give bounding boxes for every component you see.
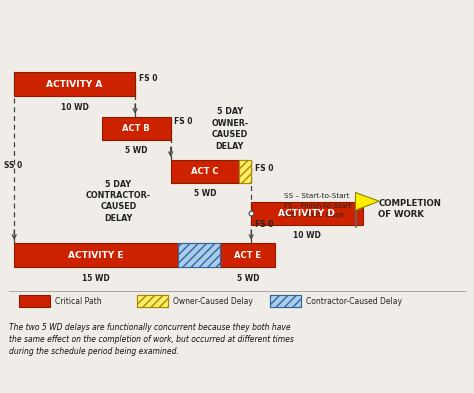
Text: FS – Finish-to-Start: FS – Finish-to-Start	[284, 203, 352, 209]
Bar	[220, 243, 275, 267]
Bar	[270, 295, 301, 307]
Bar	[239, 160, 251, 183]
Bar	[137, 295, 168, 307]
Text: Critical Path: Critical Path	[55, 297, 101, 305]
Text: 15 WD: 15 WD	[82, 274, 110, 283]
Text: WD – Work Days: WD – Work Days	[284, 212, 344, 219]
Bar	[19, 295, 50, 307]
Text: ACTIVITY E: ACTIVITY E	[68, 251, 124, 259]
Text: SS 0: SS 0	[4, 161, 22, 169]
Text: ACT B: ACT B	[122, 124, 150, 132]
Text: 5 WD: 5 WD	[125, 146, 148, 155]
Bar	[137, 295, 168, 307]
Text: ACTIVITY A: ACTIVITY A	[46, 80, 103, 88]
Bar	[14, 243, 178, 267]
Polygon shape	[356, 193, 379, 210]
Text: ACTIVITY D: ACTIVITY D	[279, 209, 335, 218]
Text: 10 WD: 10 WD	[293, 231, 321, 241]
Text: COMPLETION
OF WORK: COMPLETION OF WORK	[378, 199, 441, 219]
Text: 5 DAY
OWNER-
CAUSED
DELAY: 5 DAY OWNER- CAUSED DELAY	[211, 107, 248, 151]
Text: The two 5 WD delays are functionally concurrent because they both have
the same : The two 5 WD delays are functionally con…	[9, 323, 294, 356]
Bar	[239, 160, 251, 183]
Bar	[178, 243, 220, 267]
Text: FS 0: FS 0	[255, 220, 273, 228]
Text: Contractor-Caused Delay: Contractor-Caused Delay	[306, 297, 402, 305]
Bar	[270, 295, 301, 307]
Text: 5 DAY
CONTRACTOR-
CAUSED
DELAY: 5 DAY CONTRACTOR- CAUSED DELAY	[86, 180, 151, 223]
Bar	[178, 243, 220, 267]
Text: FS 0: FS 0	[174, 117, 193, 125]
Bar	[14, 72, 135, 96]
Text: FS 0: FS 0	[139, 74, 157, 83]
Text: 5 WD: 5 WD	[193, 189, 216, 198]
Text: ACT E: ACT E	[234, 251, 261, 259]
Bar	[171, 160, 239, 183]
Text: 10 WD: 10 WD	[61, 103, 89, 112]
Bar	[102, 117, 171, 140]
Bar	[251, 202, 363, 225]
Text: ACT C: ACT C	[191, 167, 219, 176]
Text: SS – Start-to-Start: SS – Start-to-Start	[284, 193, 350, 200]
Text: FS 0: FS 0	[255, 164, 273, 173]
Text: Owner-Caused Delay: Owner-Caused Delay	[173, 297, 253, 305]
Text: 5 WD: 5 WD	[237, 274, 259, 283]
